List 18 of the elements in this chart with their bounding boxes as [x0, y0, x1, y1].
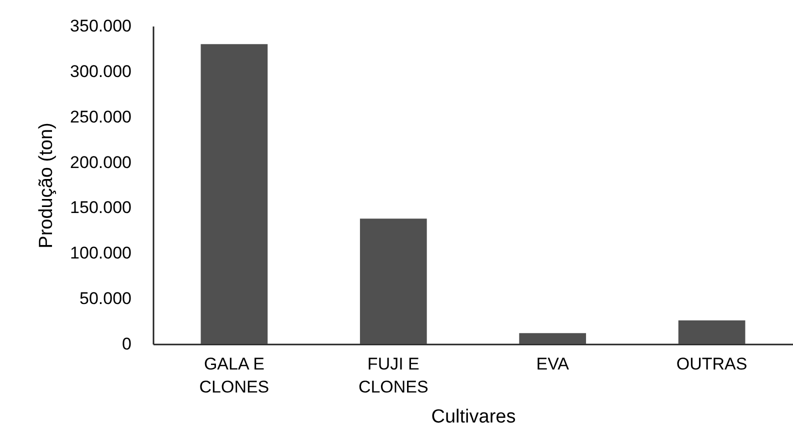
y-tick-label: 300.000 [70, 62, 132, 81]
x-tick-label: EVA [536, 354, 570, 374]
y-tick-label: 150.000 [70, 198, 132, 218]
y-tick-label: 50.000 [80, 289, 132, 308]
y-axis-title: Produção (ton) [36, 122, 58, 248]
y-tick-label: 350.000 [70, 16, 132, 36]
bar [360, 218, 427, 344]
y-tick-label: 0 [122, 334, 132, 354]
bar [519, 333, 586, 344]
bar [678, 320, 746, 344]
x-tick-label: GALA E CLONES [199, 354, 270, 396]
x-tick-label: FUJI E CLONES [358, 354, 428, 396]
y-tick-label: 200.000 [70, 152, 132, 172]
x-tick-label: OUTRAS [676, 354, 748, 374]
x-axis-title: Cultivares [431, 406, 516, 428]
bar [200, 44, 268, 344]
y-tick-label: 100.000 [70, 244, 132, 263]
y-tick-label: 250.000 [70, 107, 132, 126]
